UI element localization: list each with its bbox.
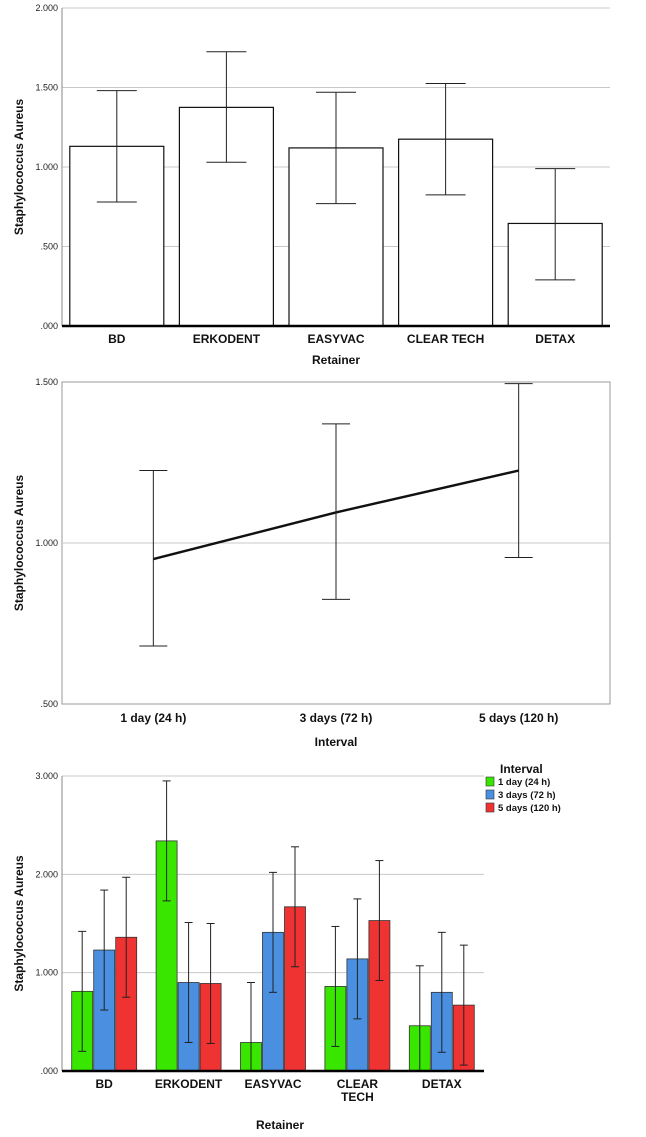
y-tick-label: 1.500 [35, 377, 58, 387]
chart-mean-by-interval: .500 1.000 1.500 1 day (24 h) 3 days (72 h) 5… [12, 377, 611, 749]
x-tick-label: EASYVAC [307, 332, 364, 346]
y-tick-label: 1.000 [35, 538, 58, 548]
x-axis-title: Retainer [256, 1118, 304, 1132]
y-tick-label: .000 [40, 1066, 58, 1076]
legend-label-1: 3 days (72 h) [498, 790, 556, 801]
legend-swatch-0 [485, 776, 495, 787]
x-tick-label: CLEAR TECH [337, 1077, 379, 1104]
y-tick-label: 1.000 [35, 162, 58, 172]
legend-swatch-1 [485, 789, 495, 800]
y-tick-label: 2.000 [35, 3, 58, 13]
y-axis-title: Staphylococcus Aureus [12, 99, 26, 236]
legend-title: Interval [500, 762, 543, 776]
y-axis-title: Staphylococcus Aureus [12, 475, 26, 612]
y-tick-label: 3.000 [35, 771, 58, 781]
x-tick-label: 3 days (72 h) [300, 711, 373, 725]
legend-label-0: 1 day (24 h) [498, 777, 550, 788]
y-tick-label: 2.000 [35, 869, 58, 879]
x-tick-label-line: CLEAR [337, 1077, 379, 1091]
x-tick-label: 1 day (24 h) [120, 711, 186, 725]
x-tick-label-line: EASYVAC [244, 1077, 301, 1091]
x-tick-label-line: BD [96, 1077, 114, 1091]
x-tick-label: ERKODENT [155, 1077, 223, 1091]
x-axis-title: Interval [315, 735, 358, 749]
x-tick-label-line: DETAX [422, 1077, 462, 1091]
x-tick-label: DETAX [422, 1077, 462, 1091]
x-axis-title: Retainer [312, 353, 360, 367]
x-tick-label: BD [108, 332, 126, 346]
x-tick-label-line: TECH [341, 1090, 374, 1104]
y-tick-label: .000 [40, 321, 58, 331]
x-tick-label-line: ERKODENT [155, 1077, 223, 1091]
x-tick-label: CLEAR TECH [407, 332, 484, 346]
y-tick-label: 1.000 [35, 968, 58, 978]
x-tick-label: EASYVAC [244, 1077, 301, 1091]
x-tick-label: BD [96, 1077, 114, 1091]
y-tick-label: .500 [40, 699, 58, 709]
legend-swatch-2 [485, 802, 495, 813]
y-tick-label: .500 [40, 242, 58, 252]
x-tick-label: ERKODENT [193, 332, 261, 346]
y-axis-title: Staphylococcus Aureus [12, 855, 26, 992]
legend-label-2: 5 days (120 h) [498, 803, 561, 814]
x-tick-label: DETAX [535, 332, 575, 346]
chart-clustered-retainer-interval: .000 1.000 2.000 3.000 BD ERKODENT EASYVAC CLEA… [12, 762, 561, 1132]
y-tick-label: 1.500 [35, 83, 58, 93]
chart-mean-by-retainer: .000 .500 1.000 1.500 2.000 BD ERKODENT EASYVAC… [12, 3, 610, 367]
x-tick-label: 5 days (120 h) [479, 711, 558, 725]
